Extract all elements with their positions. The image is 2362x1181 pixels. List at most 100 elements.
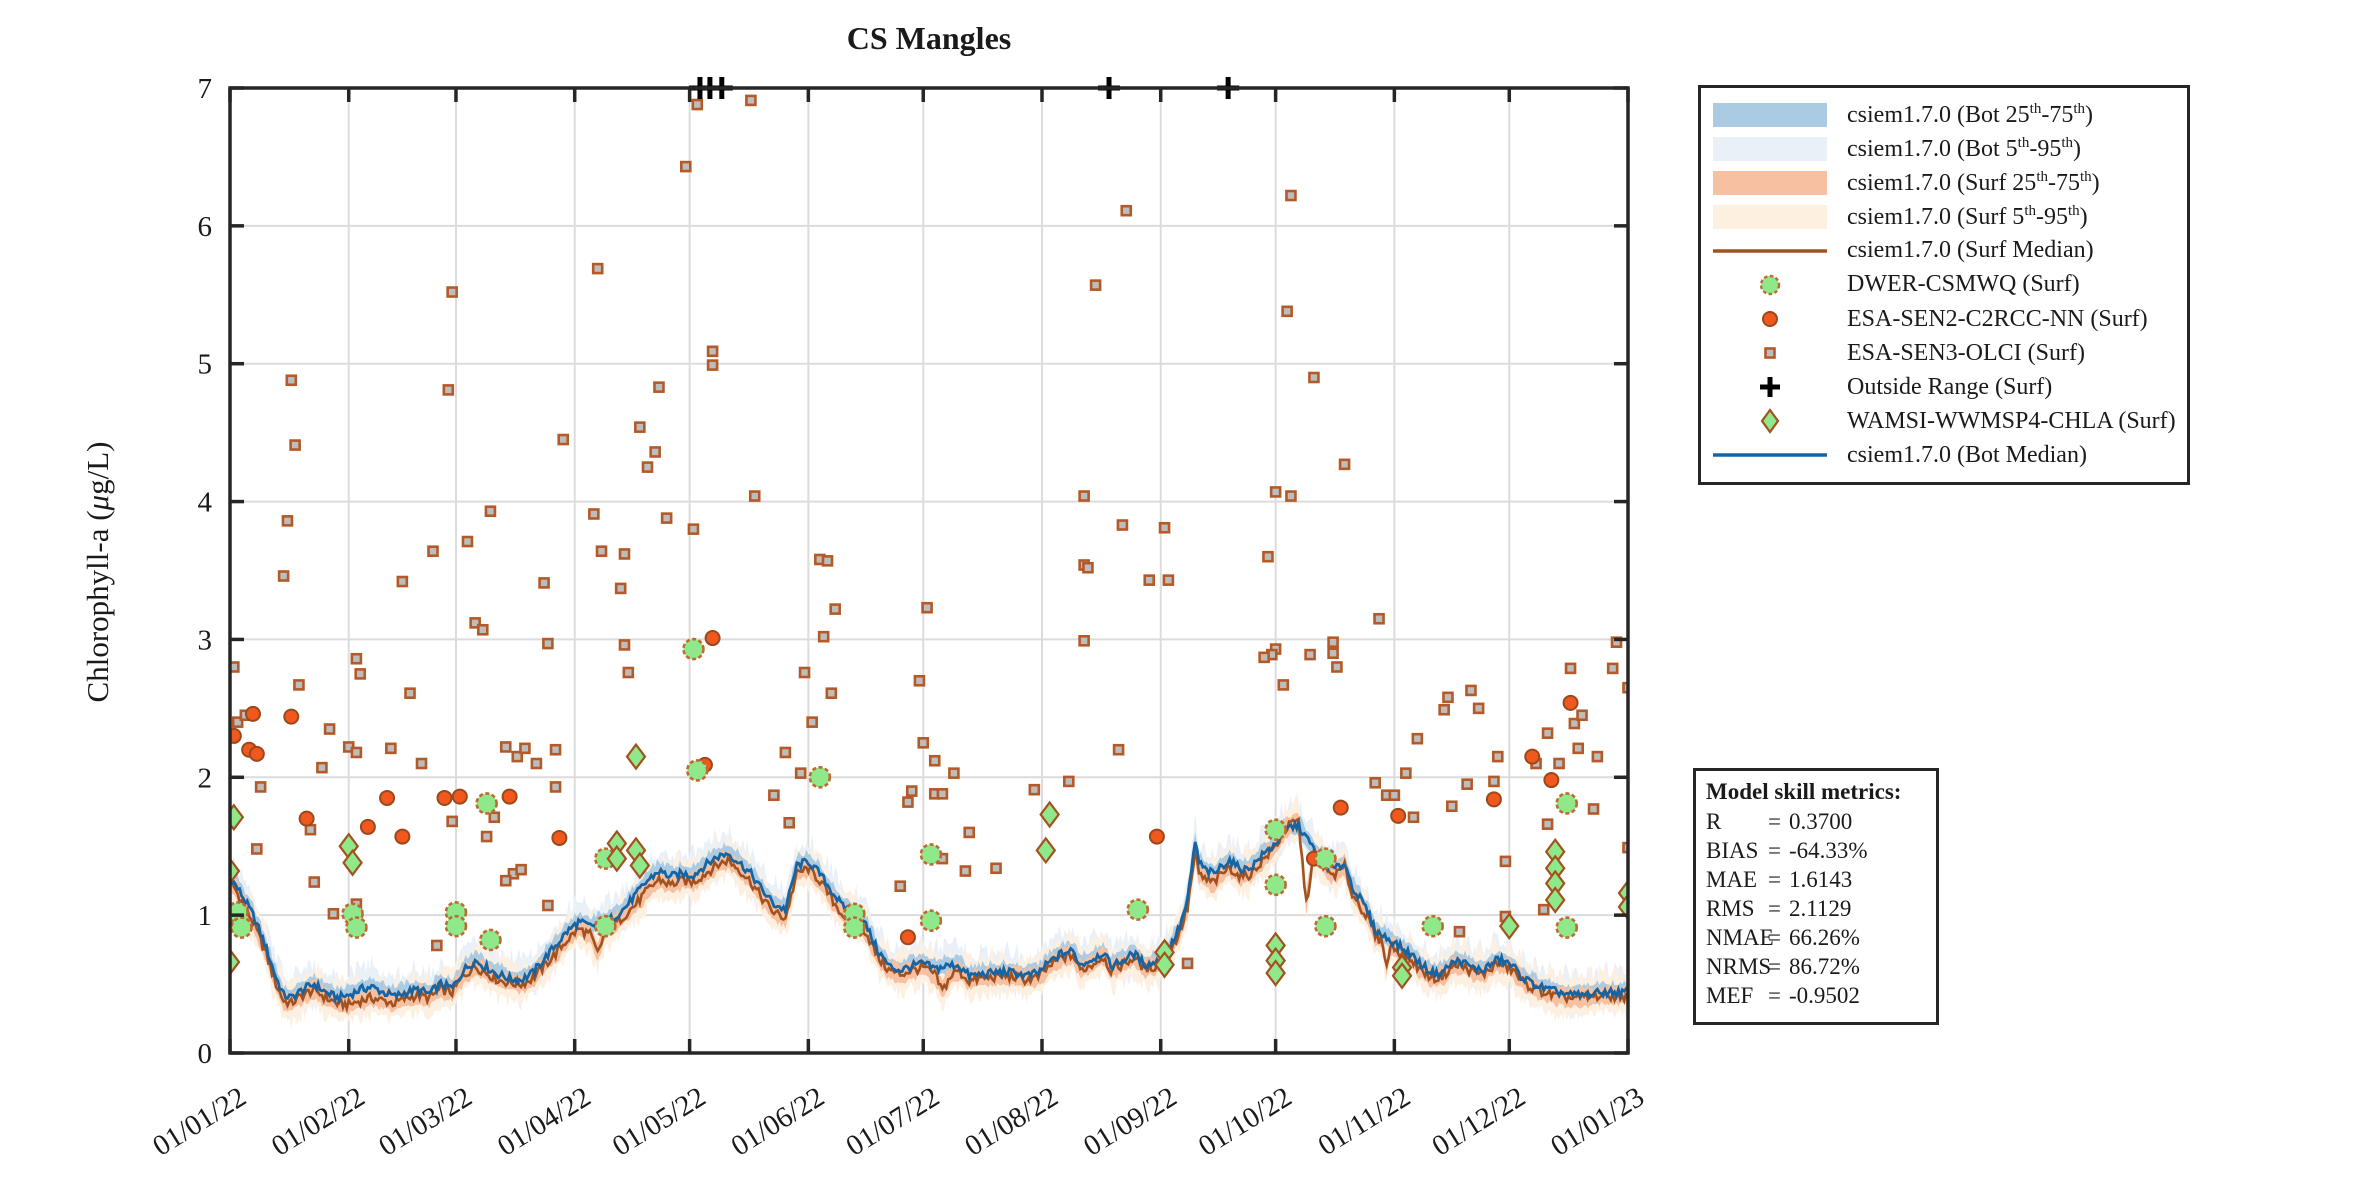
line-swatch-icon bbox=[1713, 453, 1827, 458]
legend-item-4: csiem1.7.0 (Surf Median) bbox=[1707, 234, 2181, 267]
x-tick-label: 01/01/22 bbox=[147, 1081, 251, 1163]
x-tick-label: 01/07/22 bbox=[841, 1081, 945, 1163]
olci-point-icon bbox=[821, 555, 834, 567]
olci-point-icon bbox=[1541, 727, 1554, 739]
metric-value: 86.72% bbox=[1788, 954, 1860, 979]
olci-point-icon bbox=[1181, 957, 1194, 970]
wamsi-point-icon bbox=[1265, 959, 1287, 987]
legend-swatch bbox=[1707, 168, 1839, 198]
olci-point-icon bbox=[442, 384, 455, 396]
scatter-esa-sen3-olci-surf- bbox=[230, 94, 1628, 970]
olci-point-icon bbox=[1537, 903, 1550, 916]
olci-point-icon bbox=[902, 796, 914, 808]
wamsi-point-icon bbox=[1498, 912, 1520, 941]
olci-point-icon bbox=[1143, 574, 1156, 586]
x-tick-label: 01/04/22 bbox=[492, 1081, 596, 1163]
dwer-point-icon bbox=[1264, 873, 1287, 897]
x-tick-label: 01/11/22 bbox=[1313, 1081, 1416, 1162]
dwer-point-icon bbox=[1421, 914, 1444, 938]
wamsi-point-icon bbox=[230, 803, 245, 832]
sen2-point-icon bbox=[501, 788, 518, 805]
metrics-title: Model skill metrics: bbox=[1706, 779, 1902, 804]
legend-item-label: DWER-CSMWQ (Surf) bbox=[1847, 271, 2080, 298]
olci-point-icon bbox=[515, 863, 527, 876]
olci-point-icon bbox=[350, 652, 363, 665]
olci-point-icon bbox=[461, 535, 474, 548]
metric-value: 2.1129 bbox=[1788, 896, 1852, 921]
legend-item-10: csiem1.7.0 (Bot Median) bbox=[1707, 439, 2181, 472]
olci-point-icon bbox=[1591, 750, 1604, 763]
dwer-point-icon bbox=[1314, 914, 1337, 938]
legend-item-label: WAMSI-WWMSP4-CHLA (Surf) bbox=[1847, 407, 2176, 434]
legend-item-label: csiem1.7.0 (Surf 5th-95th) bbox=[1847, 202, 2088, 230]
dwer-point-icon bbox=[1264, 818, 1287, 841]
plot-title: CS Mangles bbox=[846, 20, 1012, 56]
sen2-circle-swatch-icon bbox=[1762, 311, 1778, 328]
olci-point-icon bbox=[469, 617, 481, 629]
olci-point-icon bbox=[1331, 661, 1343, 673]
legend-item-7: ESA-SEN3-OLCI (Surf) bbox=[1707, 337, 2181, 370]
olci-point-icon bbox=[641, 461, 654, 473]
legend-item-label: csiem1.7.0 (Bot Median) bbox=[1847, 441, 2087, 468]
wamsi-point-icon bbox=[1035, 836, 1057, 865]
olci-point-icon bbox=[660, 512, 673, 524]
olci-point-icon bbox=[588, 508, 600, 520]
olci-point-icon bbox=[251, 843, 263, 855]
olci-point-icon bbox=[649, 446, 661, 458]
y-tick-label: 5 bbox=[198, 349, 213, 381]
olci-point-icon bbox=[1438, 703, 1450, 716]
olci-point-icon bbox=[894, 880, 907, 892]
dwer-point-icon bbox=[682, 637, 705, 661]
scatter-wamsi-wwmsp4-chla-surf- bbox=[230, 742, 1628, 990]
metric-row-rms: RMS = 2.1129 bbox=[1706, 894, 1926, 923]
olci-point-icon bbox=[591, 262, 604, 275]
wamsi-point-icon bbox=[1544, 886, 1566, 914]
olci-point-icon bbox=[354, 668, 367, 680]
legend-item-5: DWER-CSMWQ (Surf) bbox=[1707, 268, 2181, 301]
olci-point-icon bbox=[1499, 855, 1512, 868]
sen2-point-icon bbox=[359, 818, 376, 835]
olci-point-icon bbox=[1553, 757, 1565, 770]
dwer-point-icon bbox=[1555, 792, 1579, 815]
olci-point-icon bbox=[1269, 486, 1282, 498]
olci-point-icon bbox=[1258, 651, 1270, 664]
legend-swatch bbox=[1707, 440, 1839, 470]
dwer-point-icon bbox=[444, 914, 468, 938]
x-tick-label: 01/08/22 bbox=[959, 1081, 1063, 1163]
olci-point-icon bbox=[427, 545, 439, 558]
dwer-point-icon bbox=[345, 916, 368, 939]
olci-point-icon bbox=[706, 345, 719, 358]
olci-point-icon bbox=[1606, 662, 1619, 675]
olci-point-icon bbox=[1082, 561, 1094, 574]
olci-point-icon bbox=[323, 723, 336, 735]
sen2-point-icon bbox=[1148, 828, 1165, 845]
olci-point-icon bbox=[1277, 679, 1290, 691]
equals-sign: = bbox=[1768, 925, 1781, 950]
olci-point-icon bbox=[281, 515, 294, 527]
legend-item-label: csiem1.7.0 (Surf 25th-75th) bbox=[1847, 168, 2100, 196]
olci-point-icon bbox=[1285, 189, 1297, 202]
olci-point-icon bbox=[798, 666, 811, 679]
y-tick-label: 4 bbox=[198, 487, 213, 519]
dwer-circle-swatch-icon bbox=[1759, 274, 1781, 296]
olci-point-icon bbox=[396, 575, 409, 588]
wamsi-point-icon bbox=[1391, 961, 1413, 990]
band-swatch-icon bbox=[1713, 102, 1827, 127]
olci-point-icon bbox=[990, 862, 1002, 875]
olci-point-icon bbox=[404, 687, 416, 699]
sen2-point-icon bbox=[436, 789, 453, 806]
band-swatch-icon bbox=[1713, 170, 1827, 195]
olci-point-icon bbox=[1461, 778, 1473, 790]
olci-point-icon bbox=[1285, 490, 1297, 502]
wamsi-point-icon bbox=[1039, 800, 1061, 829]
olci-point-icon bbox=[779, 746, 792, 759]
olci-point-icon bbox=[415, 757, 428, 770]
sen2-point-icon bbox=[451, 788, 468, 805]
olci-point-icon bbox=[446, 815, 458, 828]
olci-point-icon bbox=[231, 716, 244, 728]
olci-point-icon bbox=[622, 666, 635, 679]
olci-point-icon bbox=[1373, 612, 1385, 625]
x-tick-label: 01/06/22 bbox=[726, 1081, 830, 1163]
olci-point-icon bbox=[687, 523, 700, 535]
